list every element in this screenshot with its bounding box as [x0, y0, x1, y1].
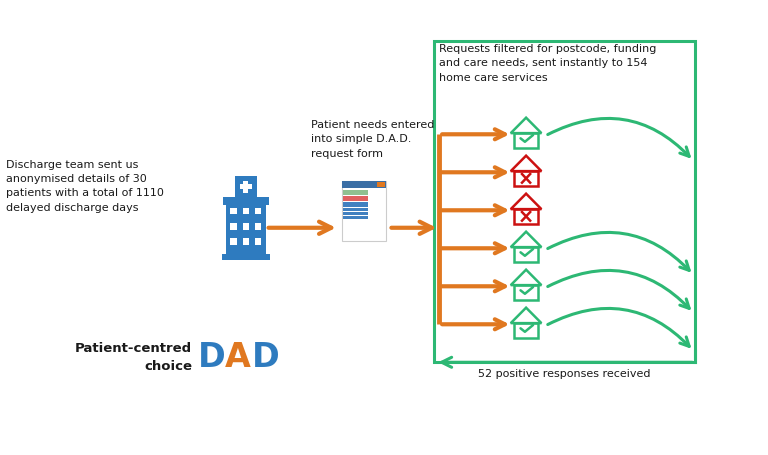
Text: Discharge team sent us
anonymised details of 30
patients with a total of 1110
de: Discharge team sent us anonymised detail… [6, 159, 164, 212]
FancyBboxPatch shape [342, 182, 386, 241]
FancyBboxPatch shape [343, 190, 368, 196]
FancyBboxPatch shape [230, 223, 237, 230]
FancyBboxPatch shape [230, 208, 237, 215]
Text: 52 positive responses received: 52 positive responses received [478, 369, 650, 379]
FancyBboxPatch shape [240, 185, 252, 190]
Text: Requests filtered for postcode, funding
and care needs, sent instantly to 154
ho: Requests filtered for postcode, funding … [439, 44, 657, 83]
FancyBboxPatch shape [235, 177, 257, 198]
FancyBboxPatch shape [243, 238, 249, 245]
FancyBboxPatch shape [343, 212, 368, 215]
Text: A: A [225, 340, 251, 373]
FancyBboxPatch shape [243, 181, 248, 193]
Text: D: D [197, 340, 225, 373]
FancyBboxPatch shape [243, 208, 249, 215]
FancyBboxPatch shape [255, 208, 261, 215]
FancyBboxPatch shape [343, 208, 368, 212]
Text: Patient needs entered
into simple D.A.D.
request form: Patient needs entered into simple D.A.D.… [311, 120, 435, 158]
Text: D: D [252, 340, 280, 373]
FancyBboxPatch shape [255, 238, 261, 245]
FancyBboxPatch shape [343, 216, 368, 219]
FancyBboxPatch shape [222, 255, 270, 260]
FancyBboxPatch shape [230, 238, 237, 245]
Text: Patient-centred
choice: Patient-centred choice [74, 341, 192, 372]
FancyBboxPatch shape [343, 202, 368, 208]
FancyBboxPatch shape [377, 183, 385, 188]
FancyBboxPatch shape [243, 223, 249, 230]
FancyBboxPatch shape [342, 182, 386, 189]
FancyBboxPatch shape [343, 197, 368, 202]
FancyBboxPatch shape [223, 198, 269, 206]
FancyBboxPatch shape [226, 201, 266, 256]
FancyBboxPatch shape [255, 223, 261, 230]
